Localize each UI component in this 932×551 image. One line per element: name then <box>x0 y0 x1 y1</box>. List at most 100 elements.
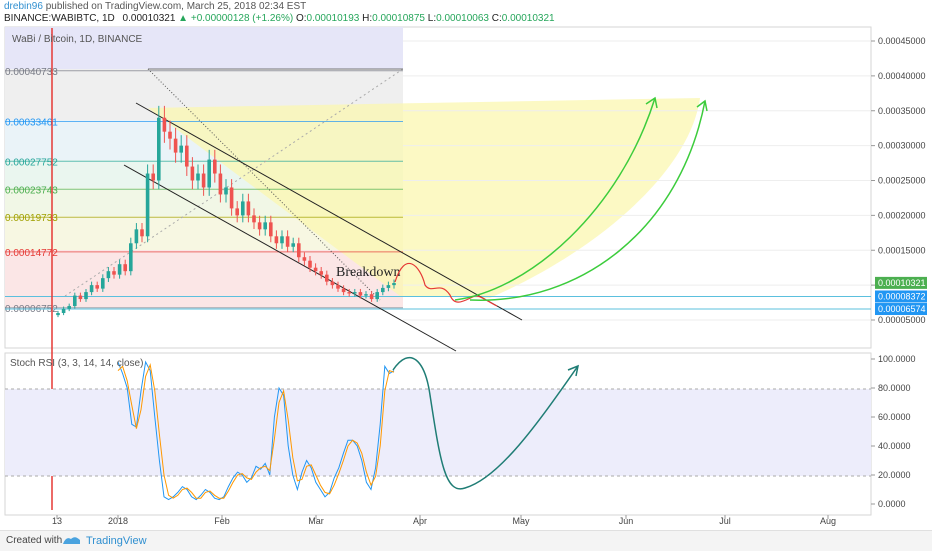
candle-body <box>341 288 346 293</box>
rsi-series-line <box>117 362 395 499</box>
rsi-tick-label: 80.0000 <box>878 383 911 393</box>
published-text: published on TradingView.com, March 25, … <box>45 1 307 12</box>
price-tick-label: 0.00040000 <box>878 71 926 81</box>
time-axis[interactable]: 13 2018 Feb Mar Apr May Jun Jul Aug <box>52 515 836 526</box>
candle-body <box>347 292 351 294</box>
fib-level-label: 0.00040733 <box>5 67 58 78</box>
time-tick-label: Jun <box>619 516 634 526</box>
chart-canvas[interactable]: 0.00040733 0.00033461 0.00027752 0.00023743… <box>0 0 932 530</box>
candle-body <box>123 264 127 272</box>
ohlc-bar: BINANCE:WABIBTC, 1D 0.00010321 ▲ +0.0000… <box>4 13 555 25</box>
candle-body <box>78 295 83 300</box>
candle-body <box>369 294 374 300</box>
rsi-tick-label: 20.0000 <box>878 470 911 480</box>
candle-body <box>257 222 262 230</box>
candle-body <box>263 222 267 230</box>
rsi-arrow-head-icon <box>567 364 580 377</box>
candle-body <box>313 267 318 272</box>
candle-body <box>364 294 368 296</box>
fib-level-label: 0.00019733 <box>5 213 58 224</box>
created-with-label: Created with <box>6 535 63 546</box>
price-tags: 0.00010321 0.00008372 0.00006574 <box>875 276 927 316</box>
candle-body <box>196 173 200 181</box>
candle-body <box>117 264 122 275</box>
candle-body <box>330 281 335 286</box>
candle-body <box>336 285 340 289</box>
candle-body <box>61 308 66 314</box>
candle-body <box>302 257 307 261</box>
breakdown-annotation: Breakdown <box>336 265 401 280</box>
rsi-projection-curve <box>392 357 579 490</box>
candle-body <box>134 229 139 244</box>
price-tick-label: 0.00030000 <box>878 141 926 151</box>
price-tag-bg <box>875 303 927 316</box>
author-link[interactable]: drebin96 <box>4 1 43 12</box>
last-price: 0.00010321 <box>122 13 176 24</box>
candle-body <box>179 145 183 153</box>
footer: Created with TradingView <box>0 530 932 551</box>
rsi-band <box>5 389 871 476</box>
candle-body <box>246 201 251 216</box>
candle-body <box>213 159 217 174</box>
candle-body <box>95 285 99 289</box>
close-value: 0.00010321 <box>501 13 555 24</box>
time-tick-label: Aug <box>820 516 836 526</box>
grid <box>403 40 871 321</box>
fib-level-label: 0.00014772 <box>5 248 58 259</box>
channel-lower-line[interactable] <box>123 164 457 352</box>
time-tick-label: Jul <box>719 516 731 526</box>
candle-body <box>145 173 150 237</box>
candle-body <box>56 313 60 316</box>
price-tick-label: 0.00005000 <box>878 315 926 325</box>
high-label: H: <box>362 13 373 24</box>
time-tick-label: May <box>512 516 530 526</box>
candle-body <box>201 173 206 188</box>
candle-body <box>73 295 77 307</box>
candle-body <box>157 117 161 181</box>
fib-zone-6 <box>5 250 403 307</box>
candle-body <box>224 187 228 195</box>
support-lines[interactable] <box>5 295 871 310</box>
fib-zone-top <box>5 27 403 69</box>
candle-body <box>280 236 284 244</box>
time-tick-label: 13 <box>52 516 62 526</box>
projection-arrow-2 <box>469 100 706 301</box>
high-value: 0.00010875 <box>372 13 425 24</box>
price-tick-label: 0.00045000 <box>878 36 926 46</box>
open-value: 0.00010193 <box>306 13 360 24</box>
candle-body <box>375 292 379 300</box>
rsi-pane-title: Stoch RSI (3, 3, 14, 14, close) <box>10 358 143 369</box>
candle-body <box>319 271 323 275</box>
tradingview-link[interactable]: TradingView <box>86 535 147 547</box>
price-tag-bg <box>875 276 927 289</box>
close-label: C: <box>491 13 502 24</box>
rsi-lines[interactable] <box>117 360 395 501</box>
candle-body <box>252 215 256 223</box>
candle-body <box>308 260 312 268</box>
time-tick-label: Mar <box>308 516 324 526</box>
change-value: +0.00000128 (+1.26%) <box>190 13 294 24</box>
candle-body <box>358 292 363 296</box>
rsi-axis[interactable]: 100.0000 80.0000 60.0000 40.0000 20.0000 0.00… <box>871 354 916 509</box>
time-tick-label: Feb <box>214 516 230 526</box>
price-axis[interactable]: 0.00045000 0.00040000 0.00035000 0.00030000… <box>871 36 926 325</box>
arrow-head-1-icon <box>645 96 658 109</box>
price-tag-label: 0.00010321 <box>878 278 926 288</box>
candle-body <box>173 138 178 153</box>
channel-upper-line[interactable] <box>135 102 523 321</box>
candle-body <box>274 236 279 244</box>
low-value: 0.00010063 <box>436 13 489 24</box>
fib-level-label: 0.00033461 <box>5 117 58 128</box>
candle-body <box>241 201 245 216</box>
tradingview-logo-icon[interactable] <box>62 534 82 546</box>
price-pane-title: WaBi / Bitcoin, 1D, BINANCE <box>12 34 143 45</box>
candle-body <box>207 159 211 188</box>
candle-body <box>297 243 301 258</box>
price-tick-label: 0.00025000 <box>878 176 926 186</box>
candle-body <box>285 236 290 247</box>
fib-trend-line[interactable] <box>147 68 381 301</box>
candle-body <box>67 306 71 309</box>
change-arrow-icon: ▲ <box>178 13 189 24</box>
candle-body <box>162 117 167 132</box>
candles[interactable] <box>56 105 396 318</box>
